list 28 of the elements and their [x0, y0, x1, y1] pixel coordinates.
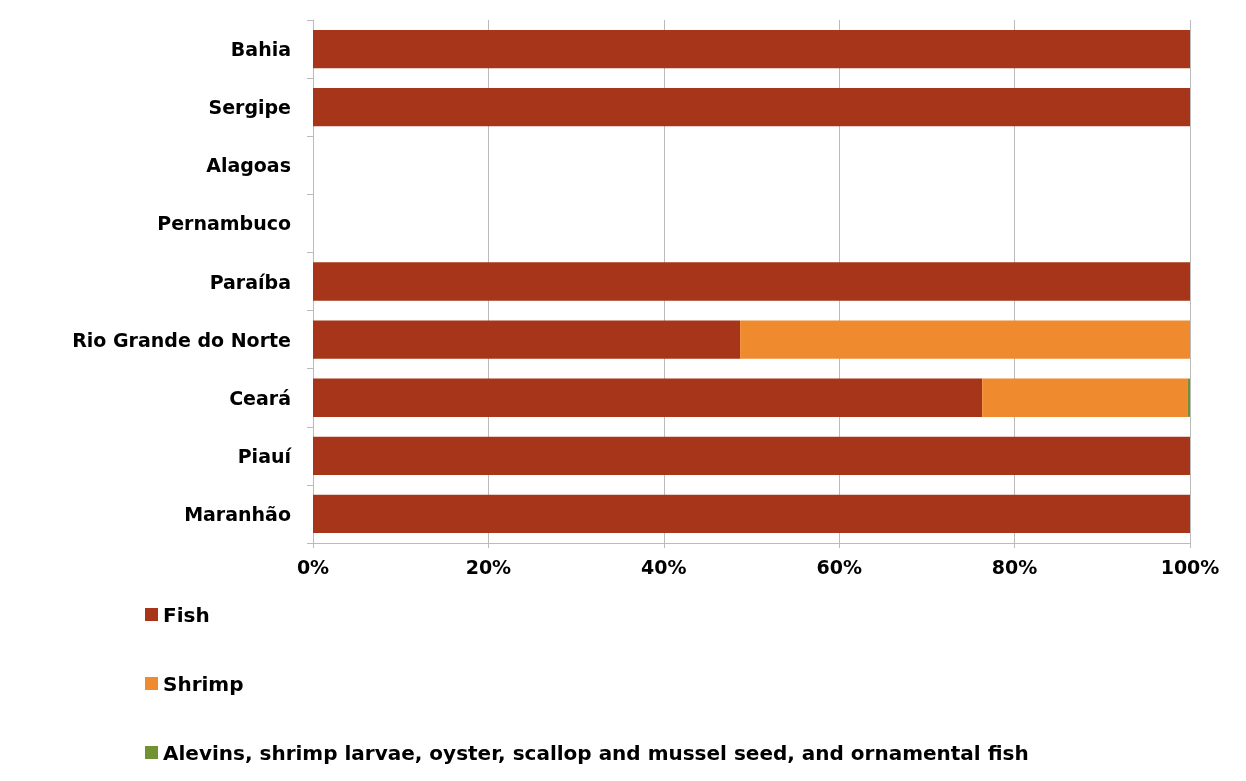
bar: [313, 262, 1190, 301]
legend-label: Alevins, shrimp larvae, oyster, scallop and mussel seed, and ornamental fish: [163, 740, 1029, 765]
x-tick-label: 20%: [465, 555, 512, 578]
x-tick-label: 80%: [991, 555, 1038, 578]
y-tick-label: Sergipe: [208, 96, 291, 119]
y-tick-label: Alagoas: [206, 154, 291, 177]
bar: [313, 436, 1190, 476]
bar: [313, 87, 1190, 127]
y-tick-label: Maranhão: [184, 502, 291, 525]
bar: [313, 320, 741, 359]
bar: [982, 378, 1188, 417]
x-tick-label: 60%: [816, 555, 862, 578]
bar: [313, 29, 1190, 69]
y-tick-label: Pernambuco: [157, 212, 291, 235]
y-tick-label: Rio Grande do Norte: [72, 328, 291, 351]
x-tick-label: 100%: [1160, 555, 1220, 578]
y-tick-label: Bahia: [230, 38, 291, 61]
y-tick-label: Paraíba: [209, 270, 291, 293]
x-tick-label: 40%: [641, 555, 687, 578]
bar: [1187, 378, 1190, 417]
legend-label: Shrimp: [163, 671, 244, 696]
y-tick-label: Piauí: [237, 444, 293, 467]
bar: [313, 378, 983, 417]
x-tick-label: 0%: [296, 555, 330, 578]
bar: [740, 320, 1190, 359]
bar: [313, 494, 1190, 534]
y-tick-label: Ceará: [229, 386, 291, 409]
legend-label: Fish: [163, 602, 210, 627]
